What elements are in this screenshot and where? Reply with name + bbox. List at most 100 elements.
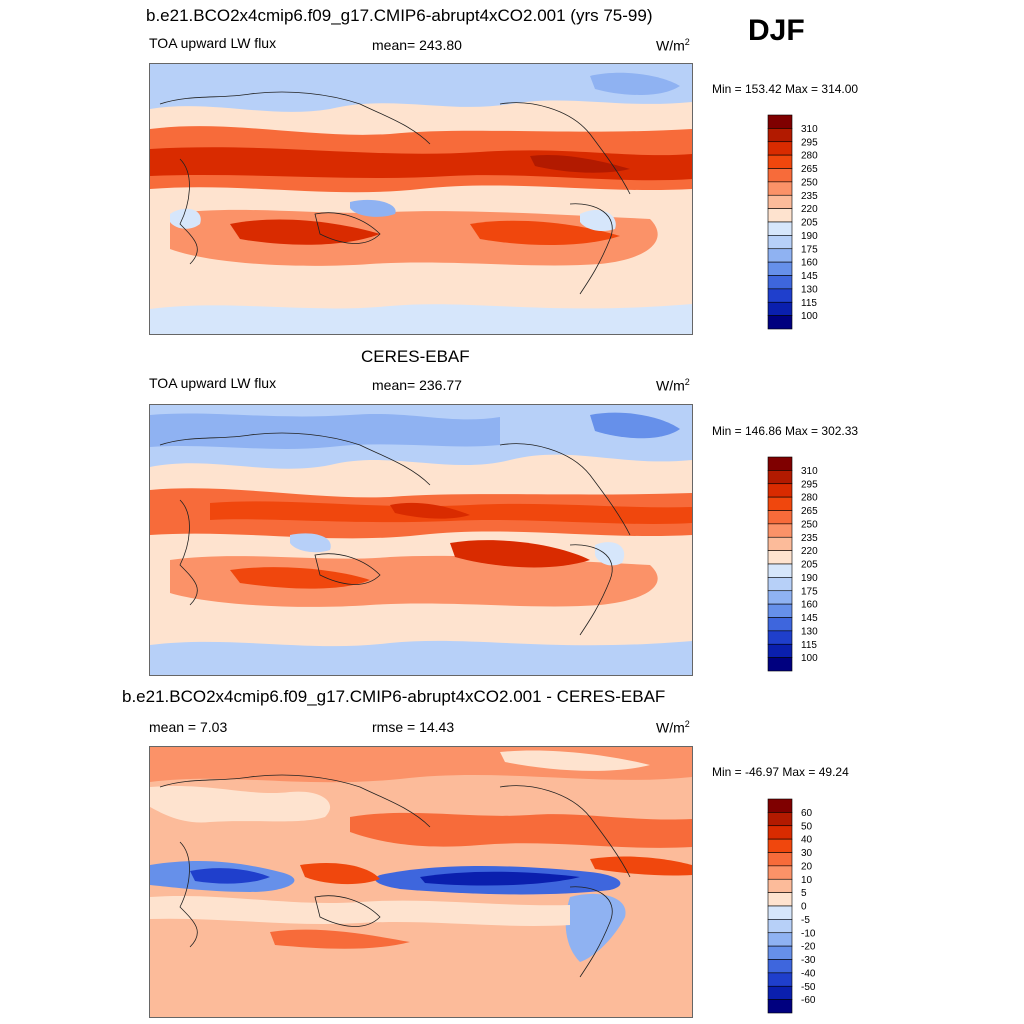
- panel-2-units: W/m2: [656, 377, 690, 394]
- colorbar-swatch: [767, 181, 793, 196]
- colorbar-swatch: [767, 838, 793, 853]
- colorbar-tick-label: -30: [801, 955, 816, 966]
- colorbar-swatch: [767, 919, 793, 934]
- colorbar-tick-label: -40: [801, 968, 816, 979]
- colorbar-tick-label: 160: [801, 258, 818, 269]
- colorbar-swatch: [767, 959, 793, 974]
- panel-2-mean-label: mean= 236.77: [372, 377, 462, 393]
- colorbar-tick-label: -60: [801, 995, 816, 1006]
- colorbar-tick-label: 310: [801, 124, 818, 135]
- colorbar-tick-label: -50: [801, 982, 816, 993]
- panel-2-map: [149, 404, 693, 676]
- colorbar-tick-label: 10: [801, 875, 813, 886]
- colorbar-tick-label: 130: [801, 626, 818, 637]
- colorbar-tick-label: 175: [801, 586, 818, 597]
- colorbar-swatch: [767, 275, 793, 290]
- colorbar-swatch: [767, 154, 793, 169]
- colorbar-swatch: [767, 288, 793, 303]
- colorbar-swatch: [767, 590, 793, 605]
- colorbar-tick-label: 280: [801, 493, 818, 504]
- colorbar-tick-label: 220: [801, 204, 818, 215]
- colorbar-swatch: [767, 208, 793, 223]
- colorbar-tick-label: -20: [801, 942, 816, 953]
- colorbar-tick-label: 30: [801, 848, 813, 859]
- panel-1-title: b.e21.BCO2x4cmip6.f09_g17.CMIP6-abrupt4x…: [146, 6, 653, 25]
- colorbar-tick-label: 0: [801, 902, 807, 913]
- panel-3-minmax: Min = -46.97 Max = 49.24: [712, 765, 849, 779]
- colorbar-tick-label: 40: [801, 835, 813, 846]
- colorbar-tick-label: 280: [801, 151, 818, 162]
- colorbar-swatch: [767, 536, 793, 551]
- colorbar-tick-label: 20: [801, 861, 813, 872]
- colorbar-tick-label: 205: [801, 560, 818, 571]
- colorbar-swatch: [767, 985, 793, 1000]
- colorbar-swatch: [767, 315, 793, 330]
- colorbar-tick-label: 250: [801, 177, 818, 188]
- colorbar-tick-label: 235: [801, 533, 818, 544]
- colorbar-swatch: [767, 456, 793, 471]
- colorbar-swatch: [767, 878, 793, 893]
- panel-3-mean-label: mean = 7.03: [149, 719, 228, 735]
- panel-3-title: b.e21.BCO2x4cmip6.f09_g17.CMIP6-abrupt4x…: [122, 687, 666, 706]
- colorbar-swatch: [767, 812, 793, 827]
- colorbar-tick-label: 130: [801, 284, 818, 295]
- colorbar-tick-label: 310: [801, 466, 818, 477]
- colorbar-swatch: [767, 470, 793, 485]
- colorbar-swatch: [767, 865, 793, 880]
- panel-1-minmax: Min = 153.42 Max = 314.00: [712, 82, 859, 96]
- colorbar-swatch: [767, 550, 793, 565]
- colorbar-swatch: [767, 999, 793, 1014]
- colorbar-tick-label: -10: [801, 928, 816, 939]
- colorbar-tick-label: 60: [801, 808, 813, 819]
- colorbar-swatch: [767, 194, 793, 209]
- panel-1-colorbar: 310 295 280 265 250 235 220 205 190 175 160 145 130 1…: [767, 114, 818, 330]
- panel-3-colorbar: 60 50 40 30 20 10 5 0 -5 -10 -20 -30 -40 -50 -60: [767, 798, 816, 1014]
- colorbar-tick-label: 220: [801, 546, 818, 557]
- colorbar-swatch: [767, 114, 793, 129]
- colorbar-swatch: [767, 657, 793, 672]
- colorbar-swatch: [767, 905, 793, 920]
- colorbar-swatch: [767, 141, 793, 156]
- colorbar-tick-label: 145: [801, 271, 818, 282]
- colorbar-tick-label: 205: [801, 218, 818, 229]
- season-label: DJF: [748, 14, 805, 47]
- panel-2-variable-label: TOA upward LW flux: [149, 375, 277, 391]
- colorbar-swatch: [767, 798, 793, 813]
- panel-1-variable-label: TOA upward LW flux: [149, 35, 277, 51]
- colorbar-tick-label: 295: [801, 479, 818, 490]
- colorbar-swatch: [767, 483, 793, 498]
- colorbar-swatch: [767, 617, 793, 632]
- colorbar-tick-label: 145: [801, 613, 818, 624]
- colorbar-tick-label: 100: [801, 653, 818, 664]
- colorbar-swatch: [767, 852, 793, 867]
- colorbar-swatch: [767, 261, 793, 276]
- colorbar-swatch: [767, 510, 793, 525]
- colorbar-swatch: [767, 577, 793, 592]
- colorbar-swatch: [767, 496, 793, 511]
- panel-3-units: W/m2: [656, 719, 690, 736]
- colorbar-tick-label: 265: [801, 506, 818, 517]
- colorbar-tick-label: 190: [801, 231, 818, 242]
- colorbar-swatch: [767, 168, 793, 183]
- colorbar-swatch: [767, 643, 793, 658]
- colorbar-tick-label: 5: [801, 888, 807, 899]
- colorbar-tick-label: 100: [801, 311, 818, 322]
- colorbar-tick-label: 190: [801, 573, 818, 584]
- panel-2-title: CERES-EBAF: [361, 347, 470, 366]
- colorbar-swatch: [767, 128, 793, 143]
- colorbar-swatch: [767, 603, 793, 618]
- panel-1-map: [149, 63, 693, 335]
- colorbar-swatch: [767, 523, 793, 538]
- colorbar-swatch: [767, 892, 793, 907]
- colorbar-swatch: [767, 825, 793, 840]
- colorbar-tick-label: 265: [801, 164, 818, 175]
- panel-2-minmax: Min = 146.86 Max = 302.33: [712, 424, 859, 438]
- panel-3-rmse-label: rmse = 14.43: [372, 719, 455, 735]
- colorbar-swatch: [767, 630, 793, 645]
- colorbar-tick-label: 175: [801, 244, 818, 255]
- colorbar-tick-label: 115: [801, 640, 817, 651]
- colorbar-tick-label: 160: [801, 600, 818, 611]
- colorbar-tick-label: 50: [801, 821, 813, 832]
- colorbar-tick-label: 235: [801, 191, 818, 202]
- colorbar-swatch: [767, 932, 793, 947]
